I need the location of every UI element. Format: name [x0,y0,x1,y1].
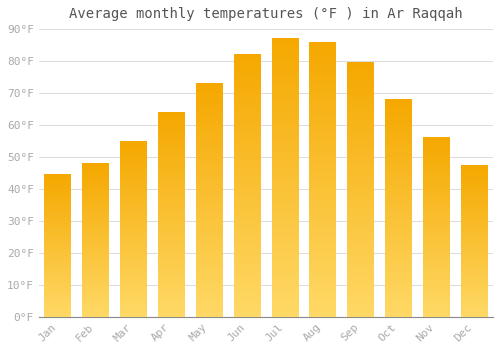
Title: Average monthly temperatures (°F ) in Ar Raqqah: Average monthly temperatures (°F ) in Ar… [69,7,462,21]
